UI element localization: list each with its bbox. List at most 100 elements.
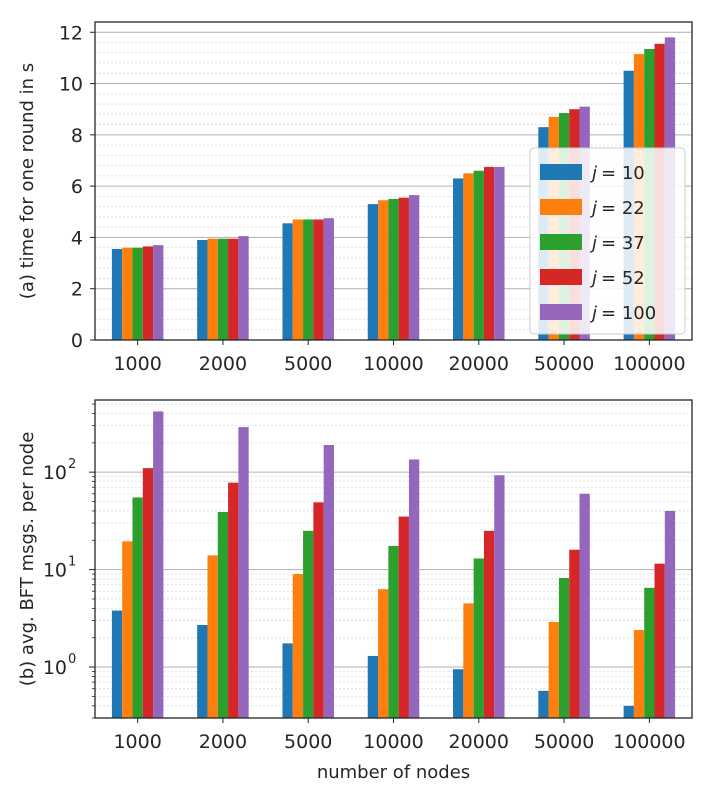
bar-a-s0-c0 — [111, 248, 123, 340]
bar-a-s4-c3 — [408, 195, 420, 340]
y-tick-label: 10 — [43, 462, 67, 484]
bar-a-s0-c1 — [197, 239, 208, 340]
bar-a-s2-c2 — [303, 219, 314, 340]
x-tick-label: 50000 — [534, 353, 594, 375]
bar-b-s0-c5 — [538, 690, 549, 718]
x-tick-label: 100000 — [613, 731, 686, 753]
bar-b-s4-c2 — [323, 444, 334, 718]
bar-a-s4-c0 — [153, 245, 164, 340]
y-tick-label: 0 — [71, 330, 83, 352]
y-tick-label: 10 — [59, 74, 83, 96]
bar-b-s2-c3 — [388, 545, 399, 718]
bar-b-s1-c5 — [548, 621, 559, 718]
bar-a-s2-c3 — [388, 198, 399, 340]
legend: j = 10 j = 22 j = 37 j = 52 j = 100 — [529, 147, 686, 335]
bar-b-s4-c3 — [408, 459, 420, 718]
bar-b-s0-c1 — [197, 625, 208, 718]
bar-a-s4-c2 — [323, 218, 334, 340]
bar-b-s4-c6 — [664, 510, 676, 718]
x-axis-ticks: 1000 2000 5000 10000 20000 50000 100000 — [113, 340, 686, 375]
bar-b-s3-c6 — [654, 563, 665, 718]
x-tick-label: 2000 — [199, 353, 247, 375]
legend-swatch — [540, 234, 582, 250]
bar-b-s1-c2 — [292, 574, 304, 718]
y-tick-label: 10 — [43, 657, 67, 679]
legend-label: j = 10 — [589, 163, 645, 184]
bar-b-s1-c6 — [633, 629, 645, 718]
y-axis-label-a: (a) time for one round in s — [17, 63, 38, 299]
x-tick-label: 1000 — [113, 731, 161, 753]
bar-b-s2-c6 — [644, 587, 655, 718]
x-axis-label: number of nodes — [317, 762, 470, 783]
bar-a-s3-c4 — [483, 166, 495, 340]
x-tick-label: 100000 — [613, 353, 686, 375]
x-tick-label: 5000 — [284, 353, 332, 375]
bar-a-s0-c3 — [367, 204, 379, 340]
y-tick-label: 6 — [71, 176, 83, 198]
bar-b-s0-c0 — [111, 610, 123, 718]
bar-b-s1-c3 — [378, 589, 389, 718]
legend-box — [529, 147, 686, 335]
bar-a-s4-c1 — [238, 236, 249, 340]
bar-b-s0-c4 — [453, 669, 464, 718]
bar-b-s2-c4 — [473, 558, 484, 718]
bar-b-s1-c0 — [122, 541, 133, 718]
grid-lines — [95, 403, 692, 719]
bar-a-s1-c0 — [122, 247, 133, 340]
bar-b-s1-c1 — [207, 555, 218, 718]
bar-a-s0-c2 — [282, 223, 293, 340]
x-tick-label: 20000 — [449, 353, 509, 375]
x-tick-label: 50000 — [534, 731, 594, 753]
bar-a-s4-c4 — [494, 166, 505, 340]
bar-a-s2-c1 — [217, 238, 229, 340]
bar-b-s2-c1 — [217, 511, 229, 718]
bar-a-s3-c1 — [228, 238, 239, 340]
y-axis-label-b: (b) avg. BFT msgs. per node — [17, 432, 38, 687]
bar-a-s3-c2 — [313, 219, 324, 340]
bar-b-s3-c2 — [313, 502, 324, 718]
bar-b-s4-c1 — [238, 427, 249, 718]
bar-b-s2-c0 — [132, 497, 143, 718]
bar-b-s4-c0 — [153, 411, 164, 718]
y-tick-label: 8 — [71, 125, 83, 147]
legend-swatch — [540, 199, 582, 215]
bar-a-s1-c1 — [207, 238, 218, 340]
y-tick-exponent: 2 — [68, 457, 76, 472]
legend-swatch — [540, 304, 582, 320]
legend-label: j = 22 — [589, 198, 645, 219]
bar-b-s3-c0 — [142, 468, 154, 718]
legend-label: j = 100 — [589, 303, 656, 324]
bar-b-s0-c3 — [367, 655, 379, 718]
y-tick-label: 2 — [71, 279, 83, 301]
bar-a-s3-c3 — [398, 197, 409, 340]
bar-a-s1-c2 — [292, 219, 304, 340]
x-tick-label: 10000 — [363, 731, 423, 753]
bar-a-s3-c0 — [142, 246, 154, 340]
x-axis-ticks: 1000 2000 5000 10000 20000 50000 100000 — [113, 718, 686, 753]
bars — [111, 411, 676, 718]
y-tick-label: 4 — [71, 227, 83, 249]
bar-b-s1-c4 — [463, 603, 474, 718]
y-tick-label: 12 — [59, 22, 83, 44]
bar-a-s2-c4 — [473, 170, 484, 340]
bar-b-s0-c2 — [282, 643, 293, 718]
x-tick-label: 1000 — [113, 353, 161, 375]
y-tick-label: 10 — [43, 560, 67, 582]
bar-b-s3-c5 — [569, 549, 580, 718]
bar-b-s3-c1 — [228, 482, 239, 718]
y-tick-exponent: 0 — [68, 652, 76, 667]
bar-a-s2-c0 — [132, 247, 143, 340]
x-tick-label: 10000 — [363, 353, 423, 375]
legend-label: j = 37 — [589, 233, 645, 254]
bar-b-s0-c6 — [623, 705, 634, 718]
y-tick-exponent: 1 — [68, 555, 76, 570]
bar-a-s1-c3 — [378, 200, 389, 340]
bar-b-s2-c5 — [558, 577, 570, 718]
x-tick-label: 2000 — [199, 731, 247, 753]
legend-swatch — [540, 269, 582, 285]
bar-b-s4-c5 — [579, 493, 590, 718]
